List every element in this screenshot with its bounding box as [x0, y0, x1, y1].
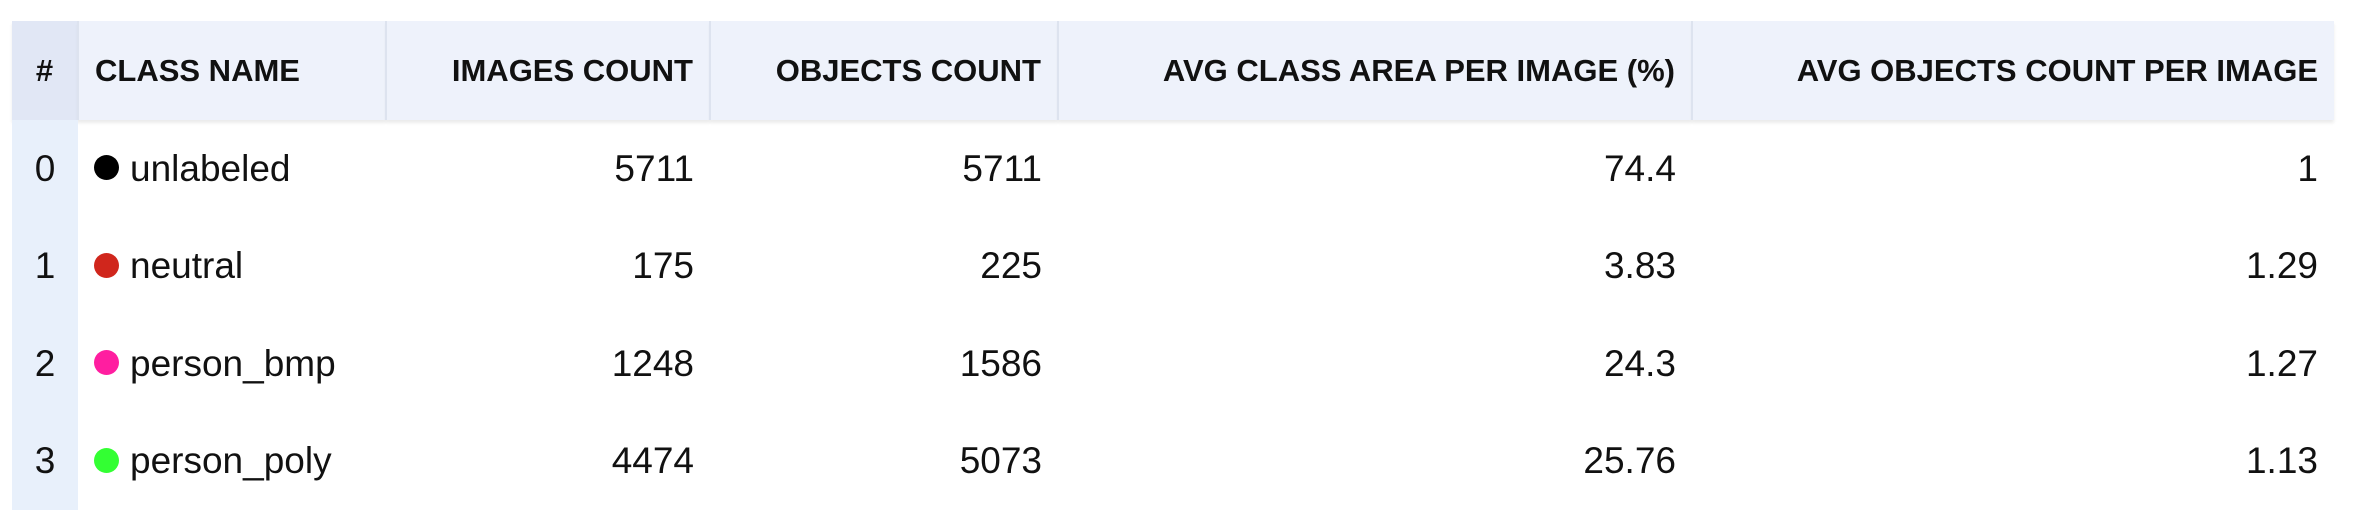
images-count-cell: 5711	[614, 147, 694, 189]
class-name-cell: neutral	[78, 218, 386, 316]
images-count-cell: 1248	[611, 342, 694, 384]
avg-area-cell: 25.76	[1583, 440, 1676, 482]
avg-area-cell: 3.83	[1603, 245, 1676, 287]
table-row: 0 unlabeled 5711 5711 74.4 1	[12, 120, 2334, 218]
class-name-cell: person_poly	[78, 413, 386, 511]
avg-objects-cell: 1	[2297, 147, 2318, 189]
header-avg-objects[interactable]: AVG OBJECTS COUNT PER IMAGE	[1691, 21, 2334, 120]
class-color-dot-icon	[94, 252, 119, 278]
class-color-dot-icon	[94, 447, 119, 473]
class-name-cell: unlabeled	[78, 120, 386, 218]
header-index[interactable]: #	[12, 21, 78, 120]
class-statistics-table: # CLASS NAME IMAGES COUNT OBJECTS COUNT …	[12, 21, 2334, 510]
class-name: neutral	[130, 245, 244, 287]
class-color-dot-icon	[94, 155, 119, 181]
row-index: 0	[12, 120, 78, 218]
header-objects-count[interactable]: OBJECTS COUNT	[709, 21, 1058, 120]
avg-area-cell: 24.3	[1603, 342, 1676, 384]
images-count-cell: 175	[632, 245, 694, 287]
row-index: 1	[12, 217, 78, 315]
header-avg-area[interactable]: AVG CLASS AREA PER IMAGE (%)	[1057, 21, 1692, 120]
table-row: 1 neutral 175 225 3.83 1.29	[12, 217, 2334, 316]
objects-count-cell: 5073	[959, 440, 1042, 482]
class-name: person_poly	[130, 440, 332, 482]
table-row: 2 person_bmp 1248 1586 24.3 1.27	[12, 315, 2334, 413]
class-color-dot-icon	[94, 350, 119, 376]
avg-area-cell: 74.4	[1603, 147, 1676, 189]
avg-objects-cell: 1.13	[2245, 440, 2318, 482]
class-name: person_bmp	[130, 342, 336, 384]
header-row: # CLASS NAME IMAGES COUNT OBJECTS COUNT …	[12, 21, 2334, 120]
class-name-cell: person_bmp	[78, 315, 386, 413]
header-class-name[interactable]: CLASS NAME	[77, 21, 386, 120]
avg-objects-cell: 1.27	[2245, 342, 2318, 384]
images-count-cell: 4474	[611, 440, 694, 482]
objects-count-cell: 225	[980, 245, 1042, 287]
row-index: 2	[12, 315, 78, 413]
objects-count-cell: 5711	[962, 147, 1042, 189]
objects-count-cell: 1586	[959, 342, 1042, 384]
class-name: unlabeled	[130, 147, 291, 189]
table-row: 3 person_poly 4474 5073 25.76 1.13	[12, 412, 2334, 511]
avg-objects-cell: 1.29	[2245, 245, 2318, 287]
header-images-count[interactable]: IMAGES COUNT	[385, 21, 710, 120]
row-index: 3	[12, 412, 78, 510]
